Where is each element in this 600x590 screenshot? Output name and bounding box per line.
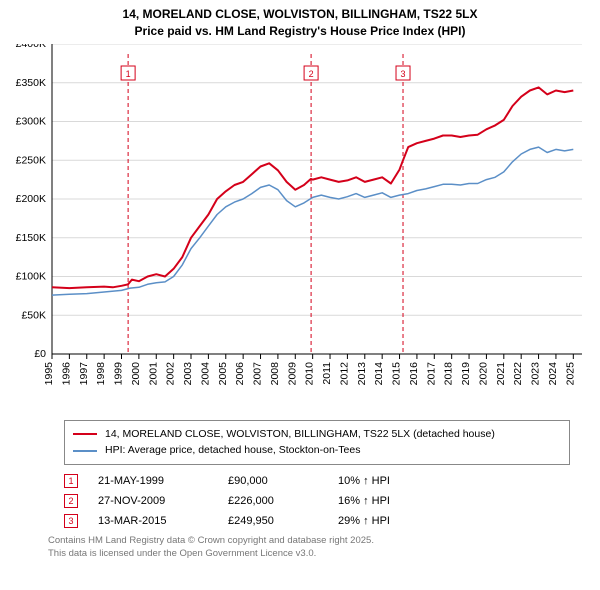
svg-text:2005: 2005	[217, 361, 229, 385]
event-price: £90,000	[228, 475, 338, 487]
svg-text:1: 1	[126, 69, 131, 79]
svg-text:£300K: £300K	[16, 115, 46, 127]
svg-text:£100K: £100K	[16, 270, 46, 282]
svg-text:2023: 2023	[530, 361, 542, 385]
svg-text:2024: 2024	[547, 361, 559, 385]
event-row: 3 13-MAR-2015£249,95029% ↑ HPI	[48, 511, 570, 531]
svg-text:£200K: £200K	[16, 193, 46, 205]
chart: £0 £50K £100K £150K £200K £250K £300K £350K £400…	[0, 44, 600, 414]
event-delta: 29% ↑ HPI	[338, 515, 390, 527]
event-price: £249,950	[228, 515, 338, 527]
svg-text:2022: 2022	[512, 361, 524, 385]
svg-text:£150K: £150K	[16, 231, 46, 243]
events-table: 1 21-MAY-1999£90,00010% ↑ HPI 2 27-NOV-2009…	[48, 471, 570, 531]
svg-text:1998: 1998	[95, 361, 107, 385]
svg-text:2018: 2018	[443, 361, 455, 385]
figure: 14, MORELAND CLOSE, WOLVISTON, BILLINGHA…	[0, 0, 600, 560]
svg-text:2001: 2001	[147, 361, 159, 385]
footer-line-1: Contains HM Land Registry data © Crown c…	[48, 535, 570, 547]
svg-text:£400K: £400K	[16, 44, 46, 50]
svg-text:2021: 2021	[495, 361, 507, 385]
svg-text:2011: 2011	[321, 361, 333, 384]
svg-text:2010: 2010	[304, 361, 316, 385]
title-line-2: Price paid vs. HM Land Registry's House …	[0, 23, 600, 40]
svg-text:2: 2	[309, 69, 314, 79]
svg-text:1995: 1995	[43, 361, 55, 385]
event-marker: 3	[64, 514, 78, 528]
svg-text:2019: 2019	[460, 361, 472, 385]
footer-line-2: This data is licensed under the Open Gov…	[48, 548, 570, 560]
footer: Contains HM Land Registry data © Crown c…	[48, 535, 570, 560]
svg-text:3: 3	[401, 69, 406, 79]
event-delta: 10% ↑ HPI	[338, 475, 390, 487]
svg-text:2000: 2000	[130, 361, 142, 385]
svg-text:2025: 2025	[564, 361, 576, 385]
svg-text:2013: 2013	[356, 361, 368, 385]
event-marker: 1	[64, 474, 78, 488]
svg-text:2003: 2003	[182, 361, 194, 385]
svg-text:2012: 2012	[338, 361, 350, 385]
legend-row-1: 14, MORELAND CLOSE, WOLVISTON, BILLINGHA…	[73, 426, 561, 443]
event-marker: 2	[64, 494, 78, 508]
svg-text:£50K: £50K	[21, 309, 46, 321]
svg-text:£0: £0	[34, 348, 46, 360]
svg-text:1999: 1999	[113, 361, 125, 385]
svg-text:2004: 2004	[199, 361, 211, 385]
svg-text:2006: 2006	[234, 361, 246, 385]
svg-text:2007: 2007	[252, 361, 264, 385]
legend-row-2: HPI: Average price, detached house, Stoc…	[73, 442, 561, 459]
title-block: 14, MORELAND CLOSE, WOLVISTON, BILLINGHA…	[0, 0, 600, 44]
legend: 14, MORELAND CLOSE, WOLVISTON, BILLINGHA…	[64, 420, 570, 466]
svg-text:1996: 1996	[60, 361, 72, 385]
svg-text:2017: 2017	[425, 361, 437, 385]
legend-label-1: 14, MORELAND CLOSE, WOLVISTON, BILLINGHA…	[105, 426, 495, 443]
legend-swatch-2	[73, 450, 97, 452]
svg-text:2014: 2014	[373, 361, 385, 385]
svg-text:£250K: £250K	[16, 154, 46, 166]
svg-text:£350K: £350K	[16, 76, 46, 88]
chart-svg: £0 £50K £100K £150K £200K £250K £300K £350K £400…	[0, 44, 600, 414]
svg-text:2002: 2002	[165, 361, 177, 385]
event-delta: 16% ↑ HPI	[338, 495, 390, 507]
event-row: 1 21-MAY-1999£90,00010% ↑ HPI	[48, 471, 570, 491]
event-price: £226,000	[228, 495, 338, 507]
svg-text:2009: 2009	[286, 361, 298, 385]
title-line-1: 14, MORELAND CLOSE, WOLVISTON, BILLINGHA…	[0, 6, 600, 23]
event-date: 13-MAR-2015	[98, 515, 228, 527]
event-date: 27-NOV-2009	[98, 495, 228, 507]
svg-text:2016: 2016	[408, 361, 420, 385]
svg-text:2015: 2015	[391, 361, 403, 385]
legend-label-2: HPI: Average price, detached house, Stoc…	[105, 442, 360, 459]
event-row: 2 27-NOV-2009£226,00016% ↑ HPI	[48, 491, 570, 511]
svg-text:2020: 2020	[477, 361, 489, 385]
event-date: 21-MAY-1999	[98, 475, 228, 487]
svg-text:2008: 2008	[269, 361, 281, 385]
svg-text:1997: 1997	[78, 361, 90, 385]
legend-swatch-1	[73, 433, 97, 435]
